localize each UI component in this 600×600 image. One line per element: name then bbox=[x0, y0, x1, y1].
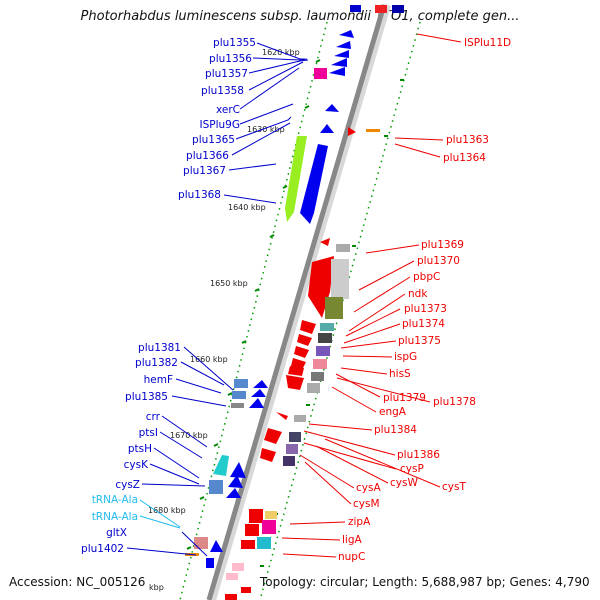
gene-label[interactable]: plu1385 bbox=[125, 391, 168, 403]
gene-label[interactable]: ptsI bbox=[139, 427, 158, 439]
gene-label[interactable]: ispG bbox=[394, 351, 417, 363]
gene-label[interactable]: plu1378 bbox=[433, 396, 476, 408]
gene-label[interactable]: hisS bbox=[389, 368, 411, 380]
gene-label[interactable]: cysT bbox=[442, 481, 466, 493]
accession-text: Accession: NC_005126 bbox=[9, 575, 146, 589]
gene-label[interactable]: plu1369 bbox=[421, 239, 464, 251]
gene-label[interactable]: plu1375 bbox=[398, 335, 441, 347]
gene-label[interactable]: cysM bbox=[353, 498, 380, 510]
kbp-label: 1680 kbp bbox=[148, 506, 186, 515]
genome-backbone-shadow bbox=[208, 3, 391, 600]
topology-text: Topology: circular; Length: 5,688,987 bp… bbox=[260, 575, 590, 589]
gene-label[interactable]: cysA bbox=[356, 482, 381, 494]
gene-label[interactable]: nupC bbox=[338, 551, 365, 563]
kbp-label: 1620 kbp bbox=[262, 48, 300, 57]
gene-label[interactable]: ptsH bbox=[128, 443, 152, 455]
kbp-label: kbp bbox=[149, 583, 164, 592]
gene-label[interactable]: plu1402 bbox=[81, 543, 124, 555]
gene-label[interactable]: plu1357 bbox=[205, 68, 248, 80]
gene-label[interactable]: plu1355 bbox=[213, 37, 256, 49]
gene-label[interactable]: ISPlu11D bbox=[464, 37, 511, 49]
gene-label[interactable]: gltX bbox=[106, 527, 127, 539]
gene-label[interactable]: plu1384 bbox=[374, 424, 417, 436]
gene-label[interactable]: plu1356 bbox=[209, 53, 252, 65]
gene-label[interactable]: plu1368 bbox=[178, 189, 221, 201]
gene-label[interactable]: hemF bbox=[144, 374, 173, 386]
kbp-label: 1630 kbp bbox=[247, 125, 285, 134]
gene-label[interactable]: cysP bbox=[400, 463, 424, 475]
left-leader-lines bbox=[126, 42, 309, 557]
gene-label[interactable]: ndk bbox=[408, 288, 428, 300]
gene-label[interactable]: cysW bbox=[390, 477, 418, 489]
gene-label[interactable]: plu1366 bbox=[186, 150, 229, 162]
map-title: Photorhabdus luminescens subsp. laumondi… bbox=[80, 9, 520, 24]
gene-label[interactable]: plu1370 bbox=[417, 255, 460, 267]
gene-label[interactable]: ligA bbox=[342, 534, 362, 546]
gene-label[interactable]: plu1358 bbox=[201, 85, 244, 97]
gene-label[interactable]: pbpC bbox=[413, 271, 440, 283]
gene-label[interactable]: xerC bbox=[216, 104, 240, 116]
kbp-label: 1640 kbp bbox=[228, 203, 266, 212]
kbp-label: 1650 kbp bbox=[210, 279, 248, 288]
trna-label[interactable]: tRNA-Ala bbox=[92, 494, 138, 506]
gene-label[interactable]: plu1365 bbox=[192, 134, 235, 146]
right-leader-lines bbox=[281, 33, 462, 558]
genome-backbone bbox=[206, 4, 387, 600]
gene-label[interactable]: zipA bbox=[348, 516, 371, 528]
gene-label[interactable]: ISPlu9G bbox=[200, 119, 240, 131]
gene-label[interactable]: plu1373 bbox=[404, 303, 447, 315]
gene-label[interactable]: plu1364 bbox=[443, 152, 486, 164]
kbp-label: 1660 kbp bbox=[190, 355, 228, 364]
left-leader-lines-trna bbox=[139, 499, 181, 529]
gene-label[interactable]: plu1379 bbox=[383, 392, 426, 404]
gene-label[interactable]: plu1374 bbox=[402, 318, 445, 330]
gene-label[interactable]: cysK bbox=[124, 459, 149, 471]
gene-label[interactable]: plu1382 bbox=[135, 357, 178, 369]
reverse-strand-features bbox=[225, 5, 404, 600]
trna-label[interactable]: tRNA-Ala bbox=[92, 511, 138, 523]
gene-label[interactable]: engA bbox=[379, 406, 407, 418]
gene-label[interactable]: plu1386 bbox=[397, 449, 440, 461]
gene-label[interactable]: plu1363 bbox=[446, 134, 489, 146]
gene-label[interactable]: plu1367 bbox=[183, 165, 226, 177]
gene-label[interactable]: crr bbox=[146, 411, 161, 423]
kbp-label: 1670 kbp bbox=[170, 431, 208, 440]
gene-label[interactable]: cysZ bbox=[115, 479, 140, 491]
gene-label[interactable]: plu1381 bbox=[138, 342, 181, 354]
inner-major-ticks bbox=[186, 59, 321, 550]
